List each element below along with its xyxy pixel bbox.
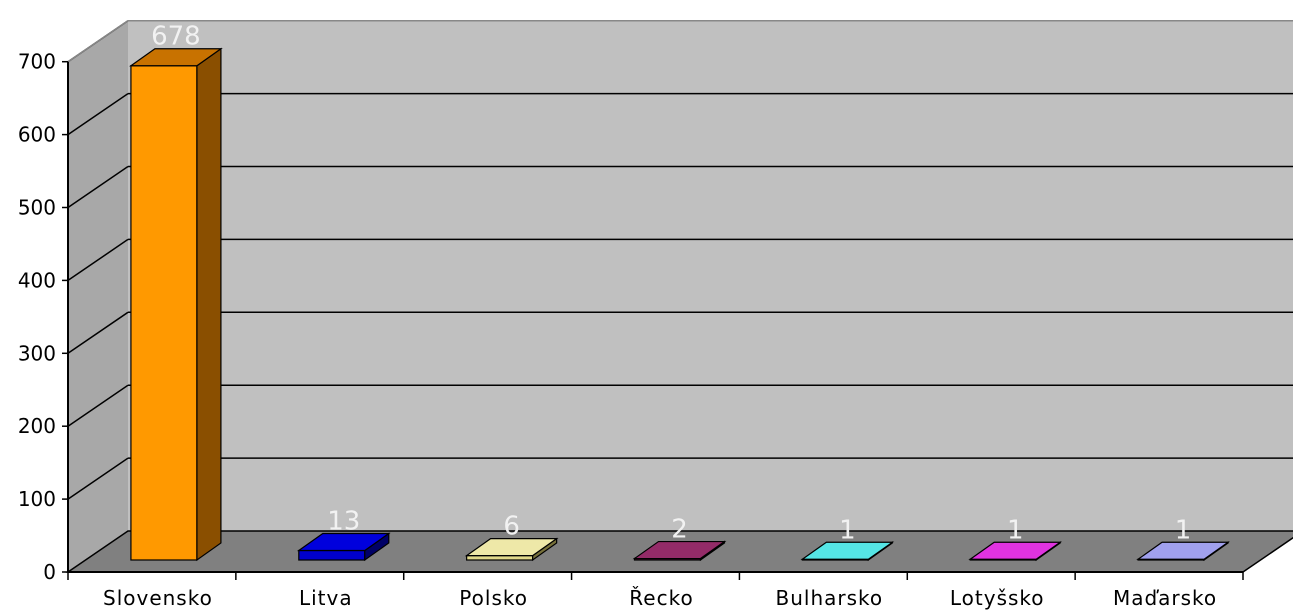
bar xyxy=(800,541,895,562)
y-tick-label: 500 xyxy=(18,196,56,220)
bar xyxy=(632,540,727,562)
bar-top xyxy=(632,540,727,560)
bar xyxy=(129,47,223,562)
x-tick-label: Bulharsko xyxy=(776,586,884,610)
data-label: 678 xyxy=(151,22,201,52)
data-label: 13 xyxy=(327,507,360,537)
bar xyxy=(1136,541,1230,562)
bar-top xyxy=(129,48,223,67)
y-tick-label: 200 xyxy=(18,414,56,438)
bar xyxy=(296,532,391,562)
x-tick-label: Polsko xyxy=(459,586,528,610)
gridline-side xyxy=(67,92,129,136)
axes xyxy=(62,60,1244,580)
gridline-side xyxy=(67,238,129,282)
data-label: 2 xyxy=(671,515,688,545)
bar-front xyxy=(130,65,198,561)
x-tick-label: Litva xyxy=(299,586,353,610)
back-wall xyxy=(128,20,1293,531)
bar-top xyxy=(296,532,391,552)
wall-edge xyxy=(67,20,129,63)
bar-front xyxy=(298,549,366,561)
bar xyxy=(968,541,1063,562)
bar-top xyxy=(968,541,1063,560)
bar-side xyxy=(196,47,222,562)
data-label: 6 xyxy=(503,512,520,542)
y-tick-label: 100 xyxy=(18,487,56,511)
bar-top xyxy=(1136,541,1230,560)
x-tick-label: Řecko xyxy=(629,586,693,610)
y-tick-label: 600 xyxy=(18,123,56,147)
bar-top xyxy=(464,538,559,557)
x-tick-label: Slovensko xyxy=(103,586,213,610)
bar-front xyxy=(466,555,534,561)
x-tick-label: Lotyšsko xyxy=(950,586,1045,610)
chart-walls xyxy=(68,20,1293,572)
y-tick-label: 0 xyxy=(43,560,56,584)
gridline-side xyxy=(67,384,129,427)
x-tick-label: Maďarsko xyxy=(1113,586,1217,610)
y-tick-label: 300 xyxy=(18,341,56,365)
data-label: 1 xyxy=(1175,515,1192,545)
y-tick-label: 400 xyxy=(18,268,56,292)
labels: 0 100 200 300 400 500 600 700 678 Slovensko 13 Litv… xyxy=(18,22,1217,610)
y-tick-label: 700 xyxy=(18,50,56,74)
gridline-side xyxy=(67,457,129,500)
side-wall xyxy=(68,20,128,572)
bar-top xyxy=(800,541,895,560)
bar xyxy=(464,537,559,562)
gridline-side xyxy=(67,165,129,209)
gridlines xyxy=(67,19,1293,500)
data-label: 1 xyxy=(1007,515,1024,545)
bars xyxy=(129,47,1230,562)
gridline-side xyxy=(67,311,129,354)
data-label: 1 xyxy=(839,515,856,545)
